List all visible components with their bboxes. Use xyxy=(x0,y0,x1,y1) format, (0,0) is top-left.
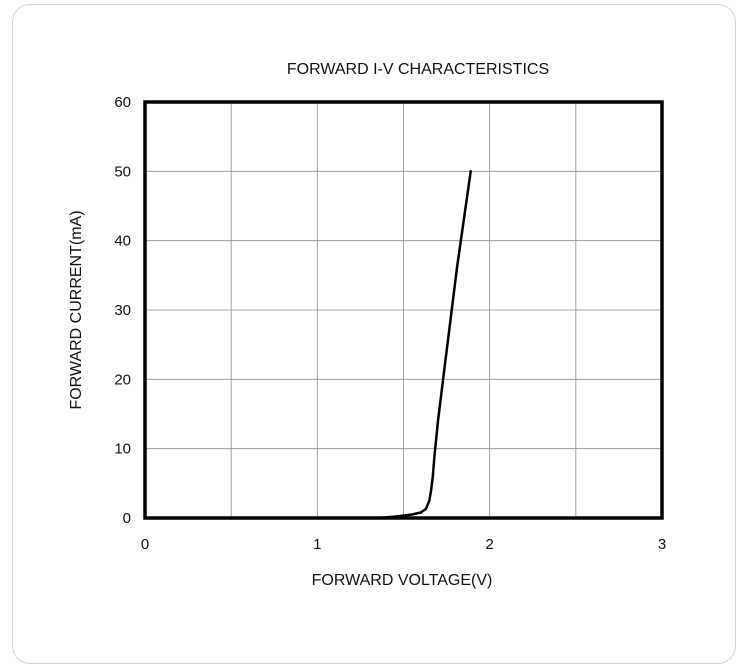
x-tick-label: 0 xyxy=(141,536,149,553)
series-layer xyxy=(143,170,472,520)
y-axis-label: FORWARD CURRENT(mA) xyxy=(68,210,85,409)
y-tick-label: 50 xyxy=(114,163,131,180)
tick-labels: 0 10 20 30 40 50 60 0 1 2 3 xyxy=(114,94,666,553)
x-tick-label: 1 xyxy=(313,536,321,553)
y-tick-label: 10 xyxy=(114,441,131,458)
y-tick-label: 30 xyxy=(114,302,131,319)
plot-frame xyxy=(143,100,664,520)
series-line xyxy=(143,170,472,520)
x-axis-label: FORWARD VOLTAGE(V) xyxy=(312,572,493,589)
y-tick-label: 20 xyxy=(114,371,131,388)
x-tick-label: 2 xyxy=(485,536,493,553)
grid xyxy=(145,102,662,518)
y-tick-label: 40 xyxy=(114,233,131,250)
y-tick-label: 0 xyxy=(123,510,131,527)
x-tick-label: 3 xyxy=(658,536,666,553)
chart-card xyxy=(12,4,736,664)
y-tick-label: 60 xyxy=(114,94,131,111)
chart-title: FORWARD I-V CHARACTERISTICS xyxy=(287,61,549,78)
